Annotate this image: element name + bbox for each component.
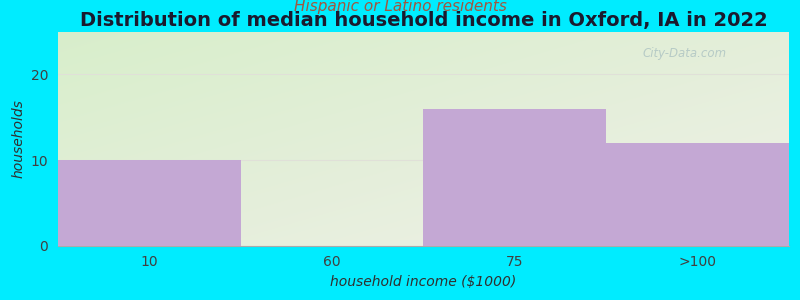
Text: Hispanic or Latino residents: Hispanic or Latino residents [294, 0, 506, 14]
Bar [606, 143, 789, 246]
Bar [58, 160, 241, 246]
Text: City-Data.com: City-Data.com [642, 46, 727, 60]
Bar [423, 109, 606, 246]
Title: Distribution of median household income in Oxford, IA in 2022: Distribution of median household income … [79, 11, 767, 30]
Y-axis label: households: households [11, 99, 25, 178]
X-axis label: household income ($1000): household income ($1000) [330, 275, 517, 289]
